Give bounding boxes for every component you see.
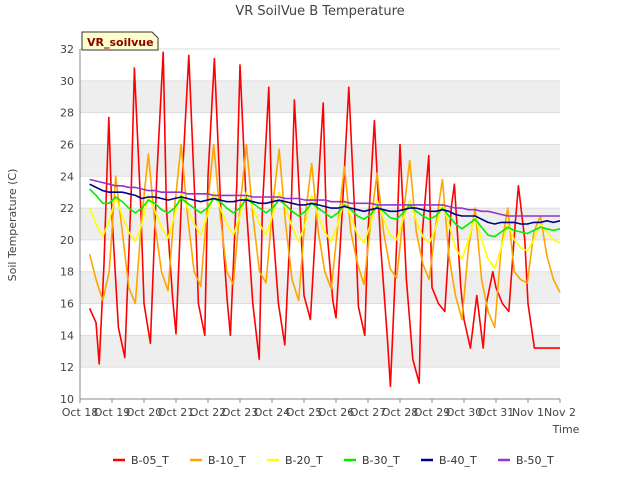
y-tick-label: 24 xyxy=(60,170,74,183)
y-tick-label: 26 xyxy=(60,138,74,151)
y-tick-label: 14 xyxy=(60,329,74,342)
x-tick-label: Oct 23 xyxy=(222,406,259,419)
series-line-B-50_T xyxy=(89,178,560,217)
y-tick-label: 16 xyxy=(60,298,74,311)
y-axis-ticks: 10 12 14 16 18 20 22 24 26 28 30 32 xyxy=(60,43,74,406)
series-line-B-10_T xyxy=(88,143,561,329)
x-tick-label: Oct 20 xyxy=(126,406,163,419)
x-tick-label: Oct 27 xyxy=(350,406,387,419)
x-tick-label: Oct 24 xyxy=(254,406,291,419)
series-line-B-40_T xyxy=(89,183,561,225)
series-lines xyxy=(88,51,561,388)
legend-label: B-20_T xyxy=(285,454,323,467)
y-tick-label: 12 xyxy=(60,361,74,374)
legend-label: B-50_T xyxy=(516,454,554,467)
grid-band xyxy=(80,80,560,113)
badge-box xyxy=(81,31,159,51)
x-tick-label: Oct 29 xyxy=(414,406,451,419)
grid-band xyxy=(80,271,560,304)
plot-background xyxy=(80,49,560,399)
badge-label: VR_soilvue xyxy=(87,36,154,49)
x-tick-label: Oct 18 xyxy=(62,406,99,419)
series-line-B-30_T xyxy=(89,188,561,238)
y-tick-label: 10 xyxy=(60,393,74,406)
badge: VR_soilvue xyxy=(81,31,159,51)
x-tick-label: Oct 21 xyxy=(158,406,195,419)
y-tick-label: 32 xyxy=(60,43,74,56)
legend-label: B-10_T xyxy=(208,454,246,467)
legend-label: B-30_T xyxy=(362,454,400,467)
legend: B-05_T B-10_T B-20_T B-30_T B-40_T B-50_T xyxy=(113,454,554,467)
x-tick-label: Oct 30 xyxy=(446,406,483,419)
x-tick-label: Oct 31 xyxy=(478,406,515,419)
legend-label: B-40_T xyxy=(439,454,477,467)
x-tick-label: Oct 25 xyxy=(286,406,323,419)
y-tick-label: 20 xyxy=(60,234,74,247)
y-axis-label: Soil Temperature (C) xyxy=(6,169,19,282)
x-tick-label: Oct 28 xyxy=(382,406,419,419)
chart-title: VR SoilVue B Temperature xyxy=(235,4,404,19)
x-tick-label: Nov 2 xyxy=(544,406,576,419)
y-tick-label: 30 xyxy=(60,75,74,88)
x-axis-label: Time xyxy=(552,423,580,436)
x-tick-label: Oct 26 xyxy=(318,406,355,419)
x-tick-label: Nov 1 xyxy=(512,406,544,419)
grid-band xyxy=(80,335,560,368)
legend-label: B-05_T xyxy=(131,454,169,467)
y-tick-label: 18 xyxy=(60,266,74,279)
series-line-B-05_T xyxy=(88,51,560,388)
y-tick-label: 22 xyxy=(60,202,74,215)
series-line-B-20_T xyxy=(88,191,561,270)
x-tick-label: Oct 19 xyxy=(94,406,131,419)
x-tick-label: Oct 22 xyxy=(190,406,227,419)
y-tick-label: 28 xyxy=(60,107,74,120)
